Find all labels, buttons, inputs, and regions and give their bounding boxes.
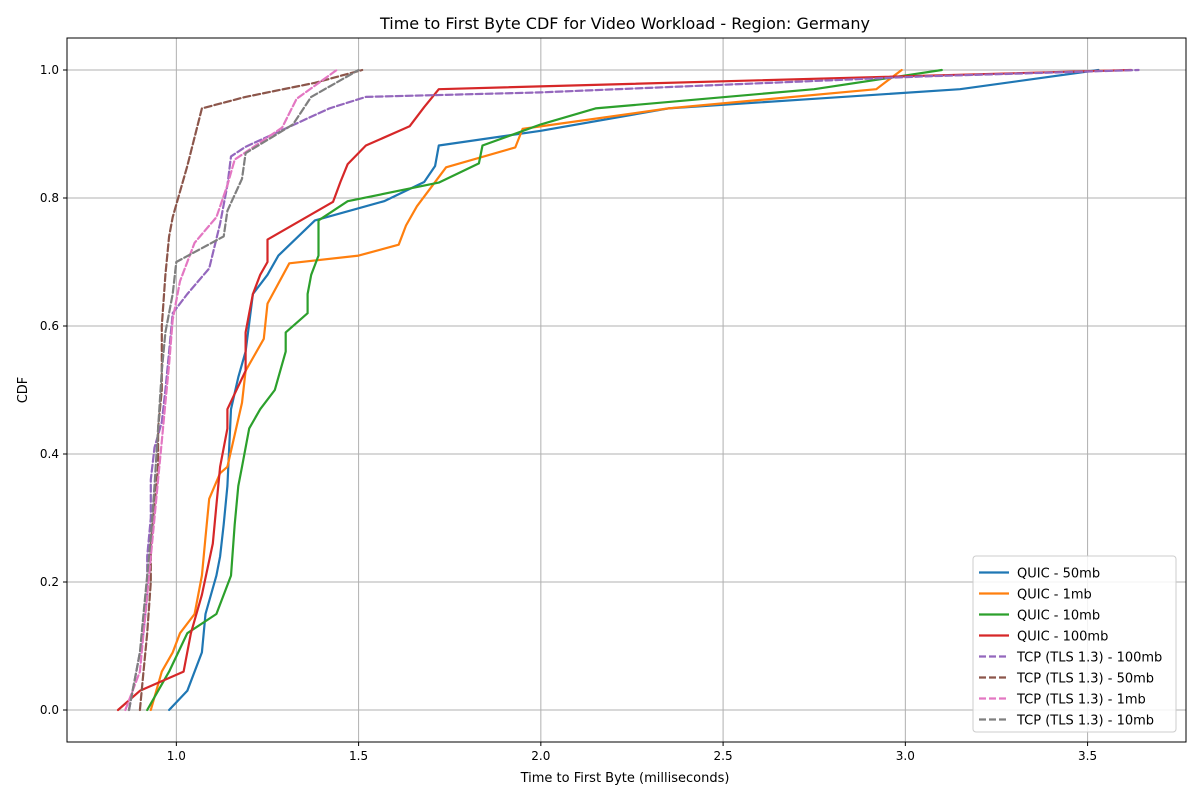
series-line-1 bbox=[168, 68, 1100, 712]
series-line-7 bbox=[124, 68, 338, 712]
legend-box bbox=[972, 555, 1177, 733]
x-tick-label: 2.0 bbox=[531, 749, 550, 763]
series-line-4 bbox=[116, 68, 1133, 712]
x-tick-label: 1.5 bbox=[349, 749, 368, 763]
y-tick-label: 0.6 bbox=[40, 319, 59, 333]
y-tick-label: 0.8 bbox=[40, 191, 59, 205]
legend: QUIC - 50mb QUIC - 1mb QUIC - 10mb QUIC - 1… bbox=[972, 555, 1177, 733]
chart-title: Time to First Byte CDF for Video Workloa… bbox=[379, 14, 870, 33]
legend-label: TCP (TLS 1.3) - 10mb bbox=[1016, 714, 1154, 729]
series-lines bbox=[116, 68, 1140, 712]
y-tick-label: 0.4 bbox=[40, 447, 59, 461]
x-axis-label: Time to First Byte (milliseconds) bbox=[520, 771, 730, 786]
legend-label: TCP (TLS 1.3) - 1mb bbox=[1016, 693, 1146, 708]
x-tick-label: 3.5 bbox=[1078, 749, 1097, 763]
grid-lines bbox=[67, 38, 1186, 742]
legend-label: QUIC - 1mb bbox=[1017, 588, 1092, 603]
y-tick-label: 0.0 bbox=[40, 703, 59, 717]
series-line-2 bbox=[149, 68, 903, 712]
series-line-3 bbox=[146, 68, 943, 712]
legend-label: QUIC - 100mb bbox=[1017, 630, 1108, 645]
series-line-6 bbox=[138, 68, 364, 712]
legend-label: QUIC - 10mb bbox=[1017, 609, 1100, 624]
x-tick-label: 1.0 bbox=[167, 749, 186, 763]
plot-frame bbox=[66, 37, 1187, 743]
axis-ticks: 1.0 1.5 2.0 2.5 3.0 3.5 0.0 0.2 0.4 0.6 0.8 1.0 bbox=[40, 63, 1097, 763]
x-tick-label: 2.5 bbox=[714, 749, 733, 763]
y-axis-label: CDF bbox=[16, 377, 31, 404]
y-tick-label: 1.0 bbox=[40, 63, 59, 77]
series-line-8 bbox=[127, 68, 360, 712]
y-tick-label: 0.2 bbox=[40, 575, 59, 589]
x-tick-label: 3.0 bbox=[896, 749, 915, 763]
legend-label: TCP (TLS 1.3) - 100mb bbox=[1016, 651, 1162, 666]
legend-label: TCP (TLS 1.3) - 50mb bbox=[1016, 672, 1154, 687]
legend-label: QUIC - 50mb bbox=[1017, 567, 1100, 582]
